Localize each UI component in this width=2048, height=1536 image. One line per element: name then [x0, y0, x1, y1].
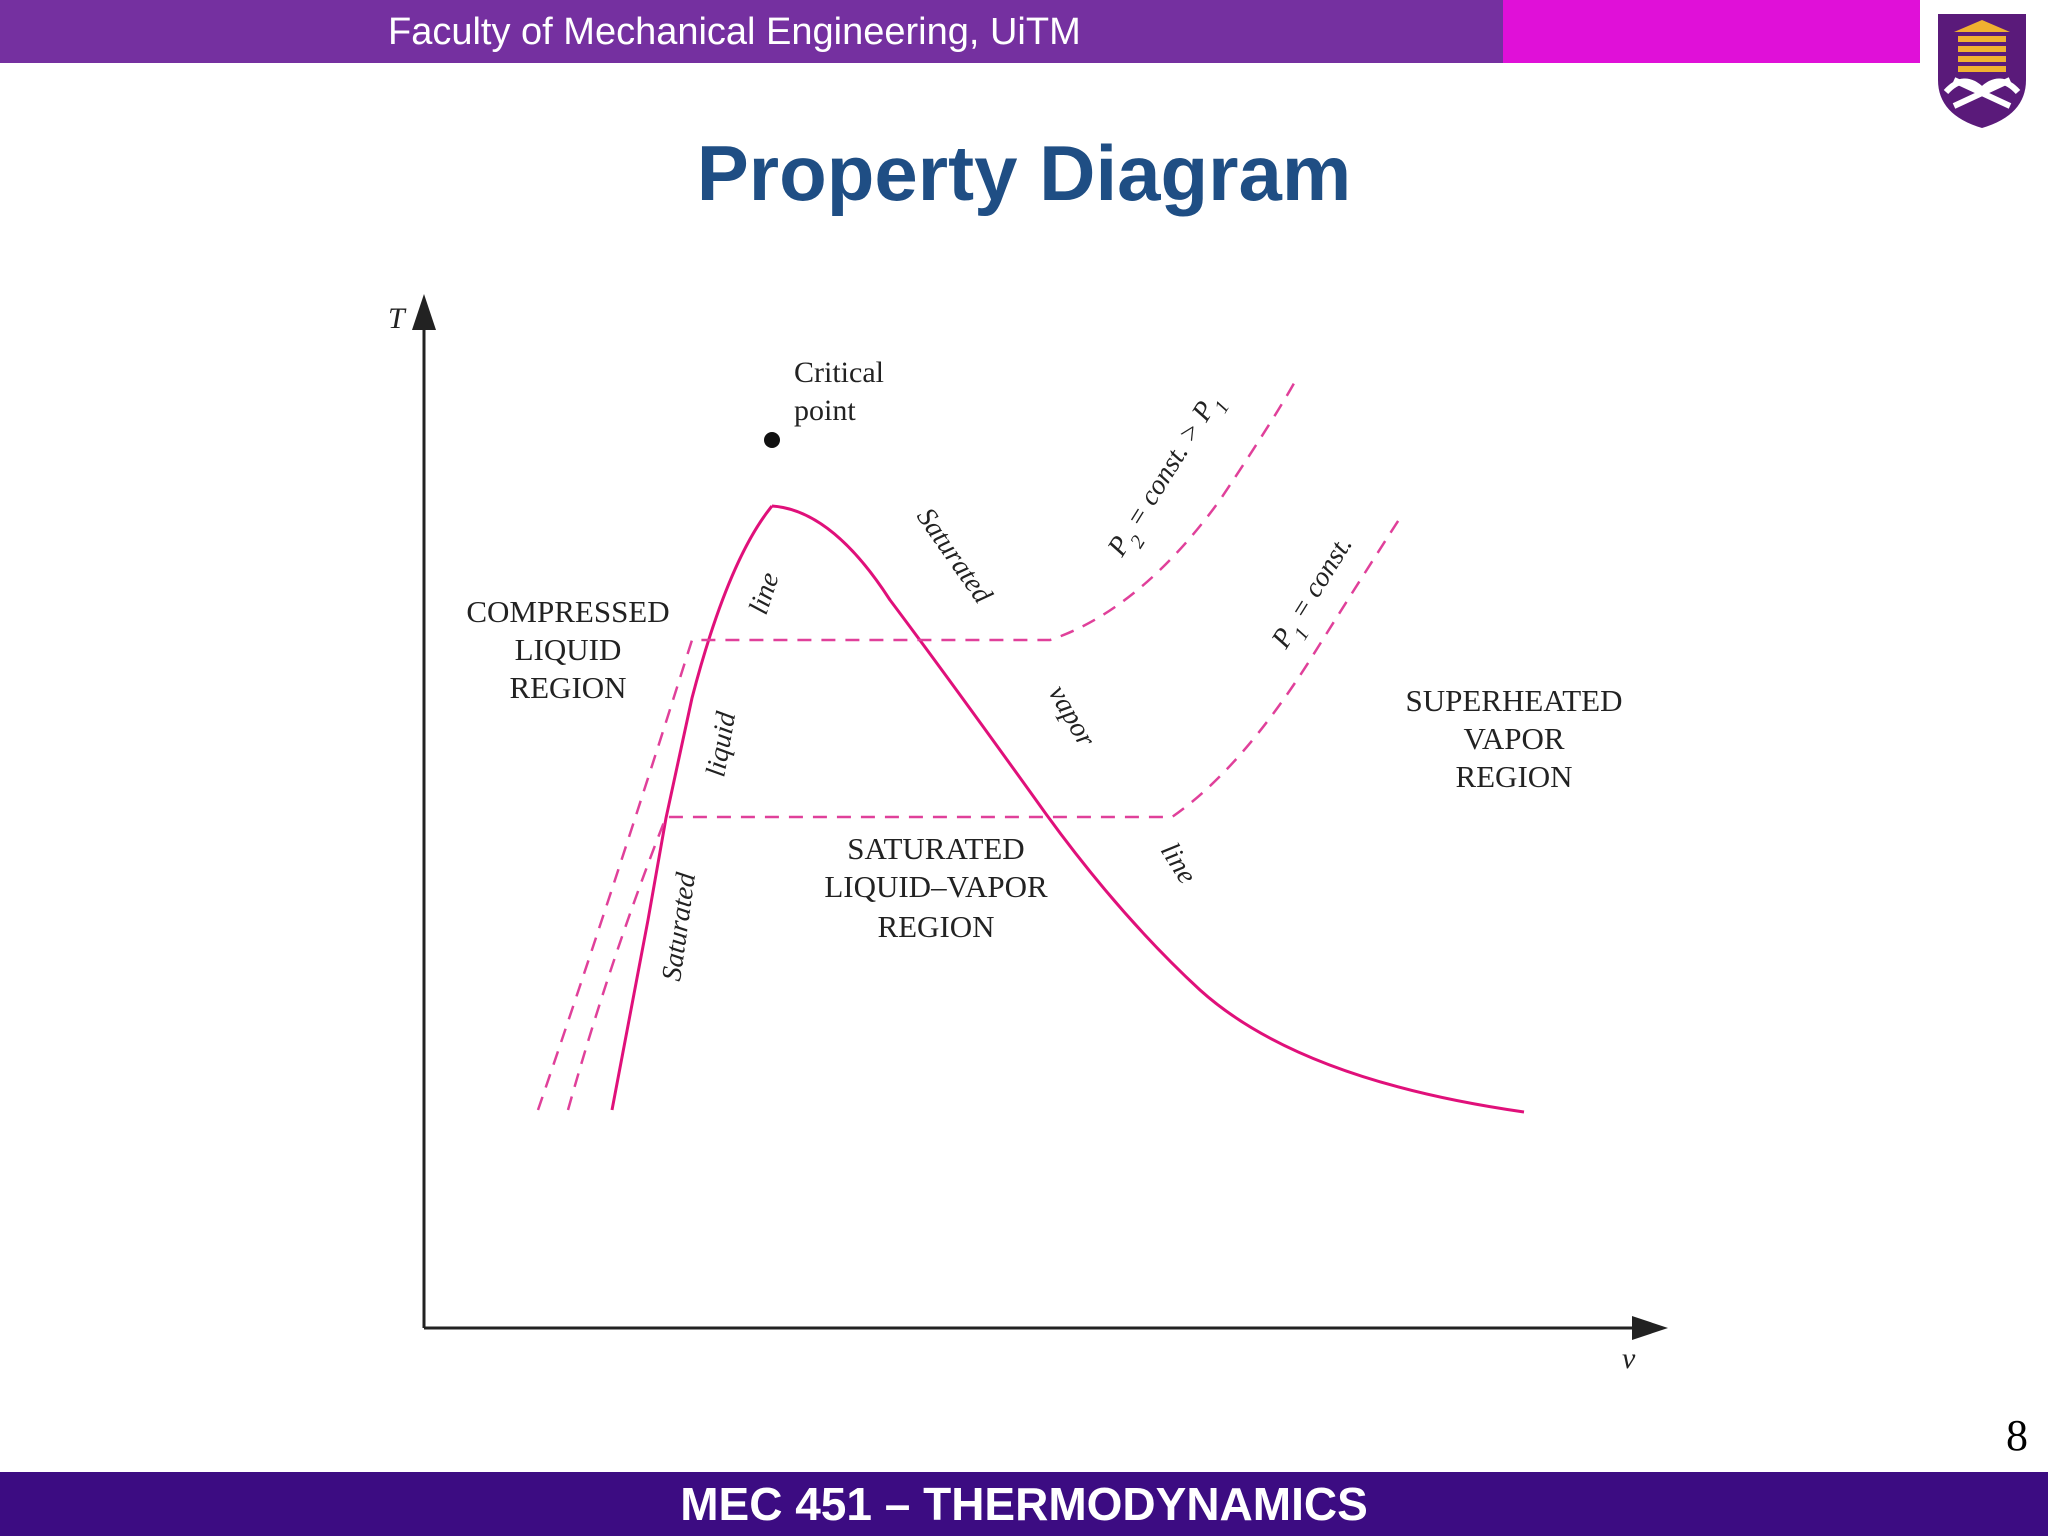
- v-axis-label: v: [1622, 1342, 1636, 1375]
- compressed-label-line1: COMPRESSED: [466, 594, 669, 629]
- sat-vapor-label-3: line: [1154, 837, 1203, 889]
- sat-vapor-label-2: vapor: [1042, 680, 1102, 752]
- isobar-p1: [566, 517, 1402, 1111]
- sat-vapor-label-1: Saturated: [910, 502, 998, 610]
- uitm-crest-icon: [1938, 14, 2026, 128]
- header-bar: Faculty of Mechanical Engineering, UiTM: [0, 0, 1503, 63]
- saturated-region-label: SATURATED LIQUID–VAPOR REGION: [824, 831, 1048, 944]
- superheated-region-label: SUPERHEATED VAPOR REGION: [1405, 683, 1622, 794]
- isobar-p2: [536, 375, 1300, 1111]
- saturated-label-line2: LIQUID–VAPOR: [824, 869, 1048, 904]
- footer-text: MEC 451 – THERMODYNAMICS: [680, 1478, 1368, 1530]
- p1-label: P1 = const.: [1265, 530, 1366, 659]
- compressed-label-line3: REGION: [509, 670, 626, 705]
- compressed-label-line2: LIQUID: [515, 632, 622, 667]
- compressed-liquid-region-label: COMPRESSED LIQUID REGION: [466, 594, 669, 705]
- sat-liquid-label-1: Saturated: [656, 870, 702, 983]
- slide-number: 8: [2006, 1411, 2028, 1460]
- critical-point-marker: [764, 432, 780, 448]
- property-diagram: T v Critical point COMPRESSED LIQUID REG…: [388, 294, 1668, 1375]
- critical-point-label: Critical: [794, 356, 884, 389]
- t-axis-label: T: [388, 302, 407, 335]
- critical-point-label-2: point: [794, 394, 856, 427]
- page-title: Property Diagram: [696, 129, 1352, 217]
- p2-label: P2 = const. > P1: [1101, 387, 1234, 567]
- saturated-label-line1: SATURATED: [847, 831, 1024, 866]
- saturated-liquid-line: [610, 505, 774, 1111]
- superheated-label-line1: SUPERHEATED: [1405, 683, 1622, 718]
- saturated-vapor-line: [771, 504, 1525, 1114]
- header-accent-bar: [1503, 0, 1920, 63]
- header-text: Faculty of Mechanical Engineering, UiTM: [388, 11, 1081, 53]
- saturated-label-line3: REGION: [877, 909, 994, 944]
- footer-bar: MEC 451 – THERMODYNAMICS: [0, 1472, 2048, 1536]
- sat-liquid-label-3: line: [743, 569, 785, 619]
- superheated-label-line3: REGION: [1455, 759, 1572, 794]
- superheated-label-line2: VAPOR: [1463, 721, 1564, 756]
- sat-liquid-label-2: liquid: [700, 709, 742, 780]
